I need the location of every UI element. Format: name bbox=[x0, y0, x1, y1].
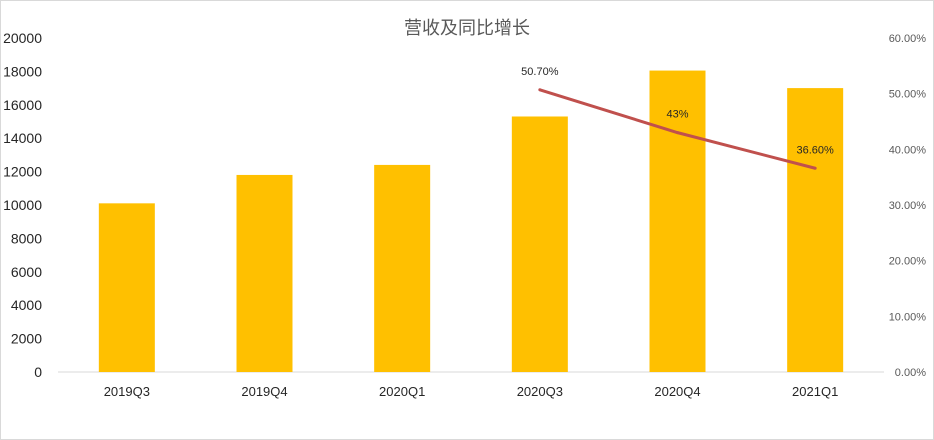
y-tick-label: 0 bbox=[34, 364, 42, 380]
growth-point bbox=[538, 88, 542, 92]
y-tick-label: 18000 bbox=[3, 63, 42, 79]
growth-line-series: 50.70% 43% 36.60% bbox=[521, 66, 834, 170]
y-tick-label: 2000 bbox=[11, 331, 42, 347]
y2-tick-label: 30.00% bbox=[889, 200, 927, 212]
right-axis-ticks: 0.00% 10.00% 20.00% 30.00% 40.00% 50.00% 60.00… bbox=[889, 33, 927, 379]
revenue-bar bbox=[511, 116, 568, 373]
bar-series bbox=[98, 70, 844, 373]
revenue-bar bbox=[236, 174, 293, 372]
x-tick-label: 2019Q4 bbox=[241, 384, 287, 399]
x-tick-label: 2020Q1 bbox=[379, 384, 425, 399]
y2-tick-label: 40.00% bbox=[889, 144, 927, 156]
y-tick-label: 12000 bbox=[3, 164, 42, 180]
x-axis-ticks: 2019Q3 2019Q4 2020Q1 2020Q3 2020Q4 2021Q1 bbox=[104, 384, 839, 399]
revenue-bar bbox=[98, 203, 155, 372]
x-tick-label: 2020Q4 bbox=[654, 384, 700, 399]
y-tick-label: 10000 bbox=[3, 197, 42, 213]
growth-data-label: 50.70% bbox=[521, 66, 559, 78]
x-tick-label: 2020Q3 bbox=[517, 384, 563, 399]
growth-data-label: 43% bbox=[666, 109, 688, 121]
y-tick-label: 14000 bbox=[3, 130, 42, 146]
revenue-bar bbox=[374, 164, 431, 372]
revenue-bar bbox=[787, 88, 844, 372]
y2-tick-label: 10.00% bbox=[889, 311, 927, 323]
growth-point bbox=[676, 131, 679, 135]
y-tick-label: 6000 bbox=[11, 264, 42, 280]
growth-point bbox=[813, 166, 817, 170]
y2-tick-label: 60.00% bbox=[889, 33, 927, 45]
y2-tick-label: 0.00% bbox=[895, 367, 926, 379]
y-tick-label: 20000 bbox=[3, 30, 42, 46]
growth-data-label: 36.60% bbox=[797, 144, 835, 156]
revenue-bar bbox=[649, 70, 706, 372]
x-tick-label: 2019Q3 bbox=[104, 384, 150, 399]
y-tick-label: 8000 bbox=[11, 230, 42, 246]
y-tick-label: 16000 bbox=[3, 97, 42, 113]
chart-title: 营收及同比增长 bbox=[404, 18, 530, 39]
y2-tick-label: 20.00% bbox=[889, 256, 927, 268]
y-tick-label: 4000 bbox=[11, 297, 42, 313]
left-axis-ticks: 0 2000 4000 6000 8000 10000 12000 14000 16000 180… bbox=[3, 30, 42, 380]
y2-tick-label: 50.00% bbox=[889, 89, 927, 101]
x-tick-label: 2021Q1 bbox=[792, 384, 838, 399]
